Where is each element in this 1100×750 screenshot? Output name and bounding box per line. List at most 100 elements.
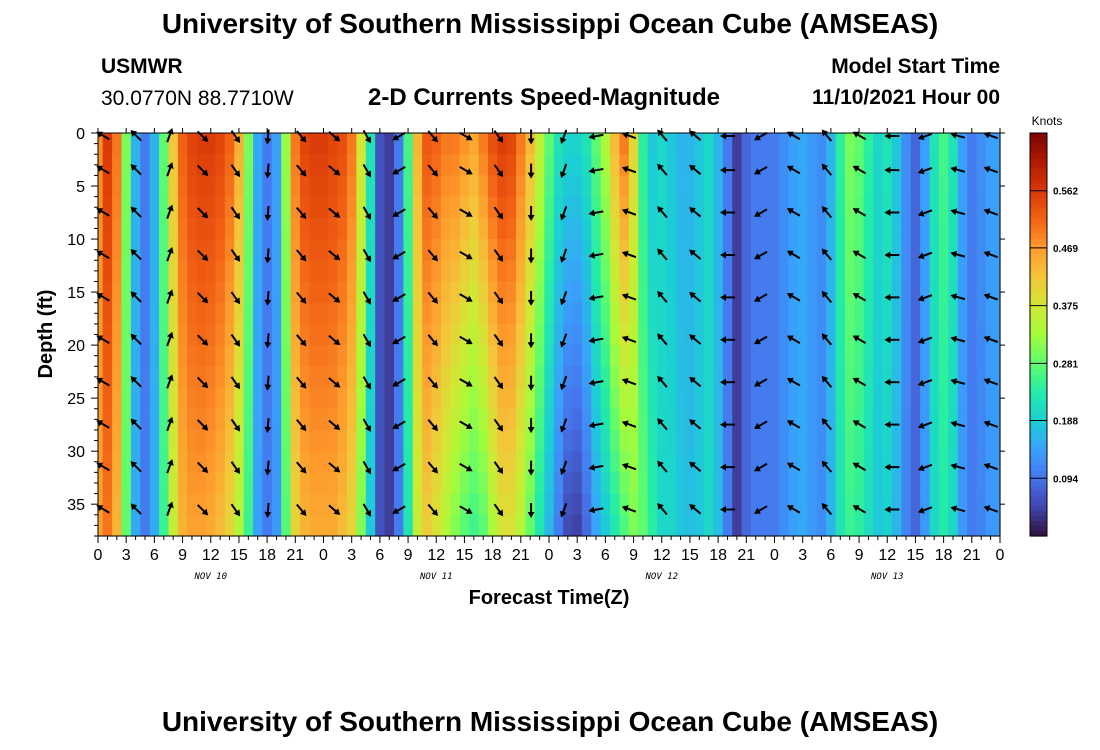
heatmap-cell xyxy=(967,217,978,240)
heatmap-cell xyxy=(769,408,780,431)
heatmap-cell xyxy=(102,514,113,537)
arrow-head xyxy=(130,249,138,256)
heatmap-cell xyxy=(187,514,198,537)
heatmap-cell xyxy=(647,345,658,367)
heatmap-cell xyxy=(901,133,912,155)
heatmap-cell xyxy=(647,302,658,325)
heatmap-cell xyxy=(816,451,827,473)
heatmap-cell xyxy=(243,493,254,516)
heatmap-cell xyxy=(318,260,329,283)
current-arrow xyxy=(459,335,473,345)
current-arrow xyxy=(264,418,272,434)
colorbar-segment xyxy=(1030,223,1047,230)
heatmap-cell xyxy=(873,387,884,410)
colorbar-segment xyxy=(1030,435,1047,441)
heatmap-cell xyxy=(365,239,376,261)
colorbar-segment xyxy=(1030,495,1047,502)
heatmap-cell xyxy=(628,133,639,155)
day-label: NOV 13 xyxy=(870,572,904,582)
current-arrow xyxy=(917,294,933,302)
heatmap-cell xyxy=(826,196,837,219)
heatmap-cell xyxy=(497,154,508,177)
heatmap-cell xyxy=(525,217,536,240)
heatmap-cell xyxy=(290,196,301,219)
heatmap-cell xyxy=(309,451,320,473)
heatmap-cell xyxy=(469,133,480,155)
heatmap-cell xyxy=(882,451,893,473)
x-tick-label: 9 xyxy=(855,547,864,564)
heatmap-cell xyxy=(393,302,404,325)
arrow-head xyxy=(950,420,958,428)
heatmap-cell xyxy=(159,281,170,304)
heatmap-cell xyxy=(356,451,367,473)
heatmap-cell xyxy=(506,429,517,452)
current-arrow xyxy=(459,131,473,141)
current-arrow xyxy=(130,376,142,388)
heatmap-cell xyxy=(206,493,217,516)
heatmap-cell xyxy=(346,281,357,304)
heatmap-cell xyxy=(563,260,574,283)
heatmap-cell xyxy=(384,281,395,304)
heatmap-cell xyxy=(422,196,433,219)
heatmap-cell xyxy=(516,239,527,261)
current-arrow xyxy=(917,132,933,141)
heatmap-cell xyxy=(422,217,433,240)
heatmap-cell xyxy=(140,387,151,410)
heatmap-cell xyxy=(675,133,686,155)
x-tick-label: 6 xyxy=(150,547,159,564)
heatmap-cell xyxy=(628,429,639,452)
heatmap-cell xyxy=(854,323,865,346)
heatmap-cell xyxy=(835,451,846,473)
heatmap-cell xyxy=(638,133,649,155)
arrow-head xyxy=(821,503,829,510)
heatmap-cell xyxy=(647,217,658,240)
heatmap-cell xyxy=(694,451,705,473)
heatmap-cell xyxy=(459,345,470,367)
heatmap-cell xyxy=(826,493,837,516)
heatmap-cell xyxy=(300,408,311,431)
heatmap-cell xyxy=(873,175,884,198)
heatmap-cell xyxy=(732,514,743,537)
heatmap-cell xyxy=(685,133,696,155)
arrow-head xyxy=(167,162,174,169)
heatmap-cell xyxy=(459,260,470,283)
heatmap-cell xyxy=(854,239,865,261)
heatmap-cell xyxy=(779,260,790,283)
arrow-head xyxy=(465,507,473,514)
arrow-head xyxy=(720,251,726,259)
x-tick-label: 15 xyxy=(230,547,248,564)
heatmap-cell xyxy=(581,387,592,410)
heatmap-cell xyxy=(356,239,367,261)
heatmap-cell xyxy=(572,323,583,346)
heatmap-cell xyxy=(657,451,668,473)
arrow-head xyxy=(333,423,341,431)
heatmap-cell xyxy=(600,133,611,155)
current-arrow xyxy=(852,208,867,217)
heatmap-cell xyxy=(412,260,423,283)
heatmap-cell xyxy=(704,345,715,367)
current-arrow xyxy=(786,293,801,302)
arrow-head xyxy=(201,381,209,389)
arrow-head xyxy=(201,339,209,346)
current-arrow xyxy=(493,503,504,517)
current-arrow xyxy=(362,291,371,305)
heatmap-cell xyxy=(112,366,123,389)
heatmap-cell xyxy=(835,408,846,431)
arrow-head xyxy=(233,509,241,517)
current-arrow xyxy=(720,421,735,429)
heatmap-cell xyxy=(337,239,348,261)
heatmap-cell xyxy=(384,175,395,198)
heatmap-cell xyxy=(140,133,151,155)
colorbar-segment xyxy=(1030,440,1047,446)
heatmap-cell xyxy=(534,451,545,473)
heatmap-cell xyxy=(938,260,949,283)
heatmap-cell xyxy=(591,323,602,346)
heatmap-cell xyxy=(497,260,508,283)
arrow-head xyxy=(621,420,629,428)
heatmap-cell xyxy=(112,196,123,219)
heatmap-cell xyxy=(102,323,113,346)
current-arrow xyxy=(296,376,307,389)
current-arrow xyxy=(459,293,473,302)
heatmap-cell xyxy=(938,196,949,219)
heatmap-cell xyxy=(694,239,705,261)
